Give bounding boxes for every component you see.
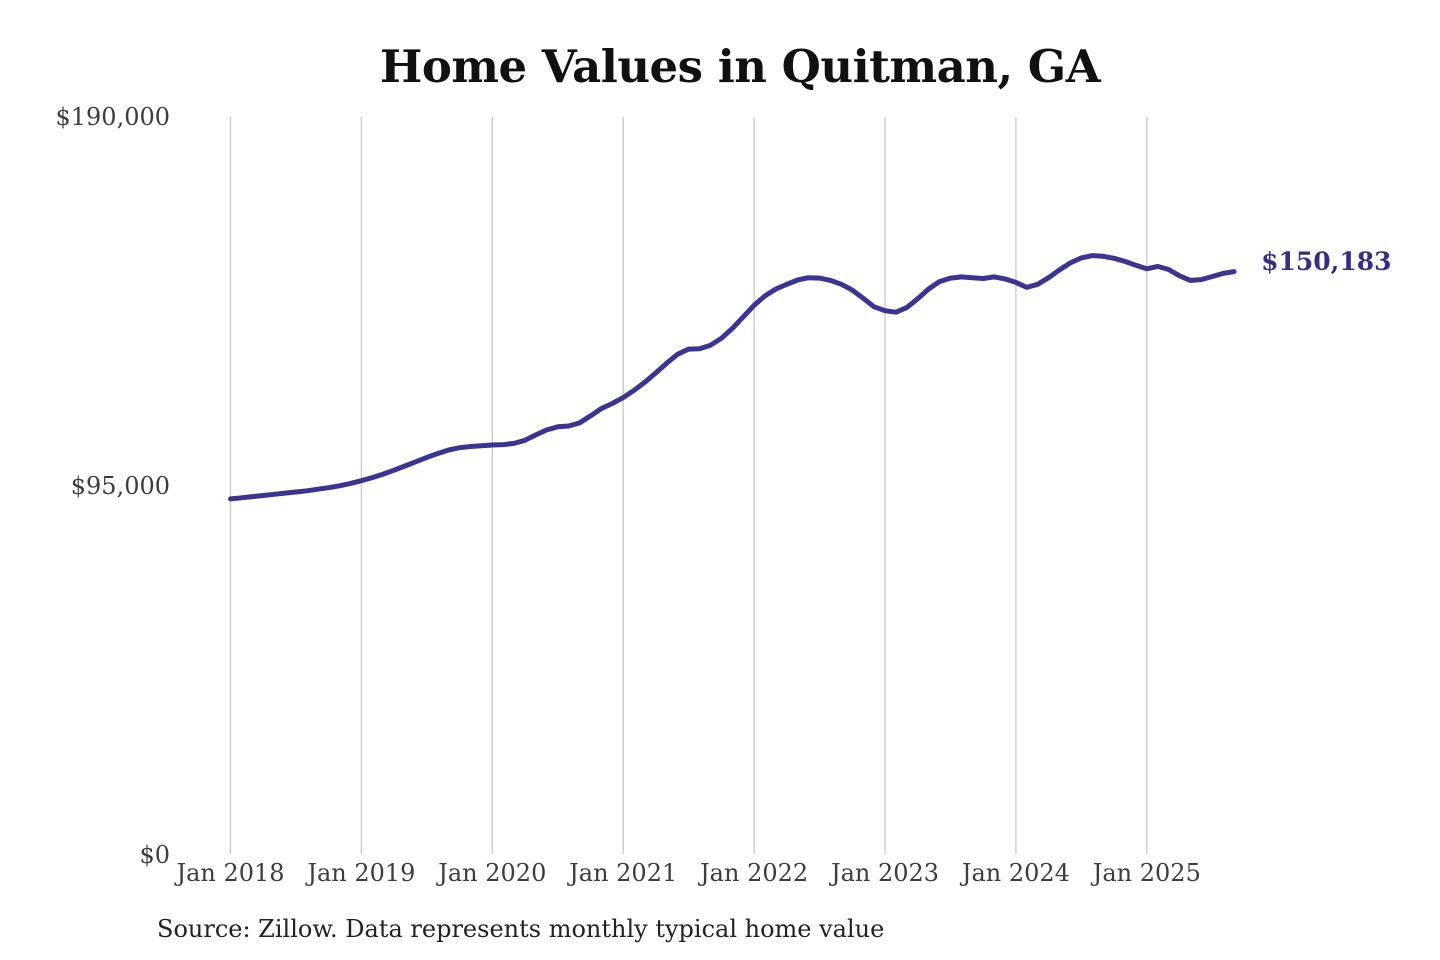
x-axis-label: Jan 2021 <box>569 859 678 887</box>
x-axis-label: Jan 2025 <box>1092 859 1201 887</box>
y-axis-label: $190,000 <box>55 103 170 131</box>
y-axis-label: $0 <box>139 840 170 869</box>
x-axis-label: Jan 2019 <box>307 859 416 887</box>
x-axis-label: Jan 2022 <box>700 859 809 887</box>
home-value-line <box>228 253 1237 502</box>
latest-value-label: $150,183 <box>1261 246 1392 276</box>
x-axis-label: Jan 2020 <box>438 859 547 887</box>
y-axis-label: $95,000 <box>70 471 170 500</box>
x-axis-label: Jan 2023 <box>830 859 940 887</box>
x-axis-label: Jan 2024 <box>961 859 1070 887</box>
x-axis-label: Jan 2018 <box>176 859 285 887</box>
chart-title: Home Values in Quitman, GA <box>379 40 1101 93</box>
source-note: Source: Zillow. Data represents monthly … <box>157 915 885 943</box>
